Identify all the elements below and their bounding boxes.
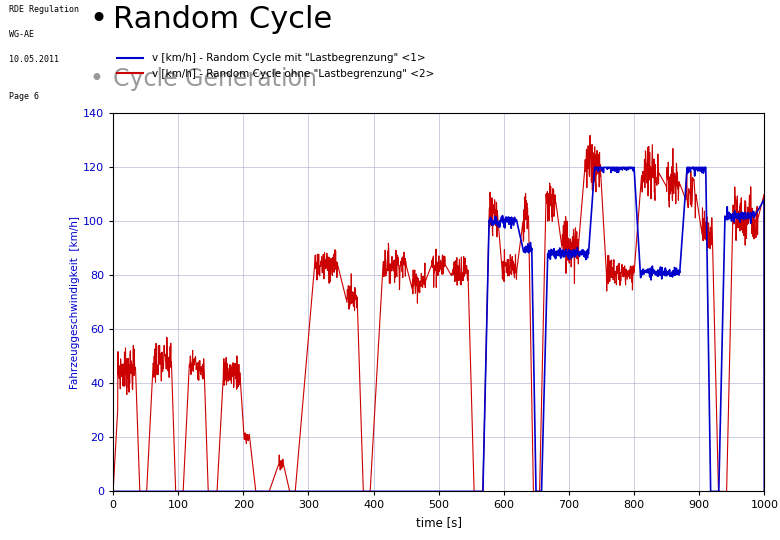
Text: Cycle Generation: Cycle Generation — [113, 67, 317, 91]
Text: 10.05.2011: 10.05.2011 — [9, 55, 59, 64]
Text: WG-AE: WG-AE — [9, 30, 34, 39]
Legend: v [km/h] - Random Cycle mit "Lastbegrenzung" <1>, v [km/h] - Random Cycle ohne ": v [km/h] - Random Cycle mit "Lastbegrenz… — [113, 49, 438, 83]
X-axis label: time [s]: time [s] — [416, 516, 462, 529]
Text: RDE Regulation: RDE Regulation — [9, 5, 80, 15]
Text: •: • — [90, 5, 108, 35]
Text: Page 6: Page 6 — [9, 92, 39, 101]
Text: Random Cycle: Random Cycle — [113, 5, 332, 35]
Text: •: • — [90, 67, 104, 91]
Y-axis label: Fahrzeuggeschwindigkeit  [km/h]: Fahrzeuggeschwindigkeit [km/h] — [70, 216, 80, 389]
